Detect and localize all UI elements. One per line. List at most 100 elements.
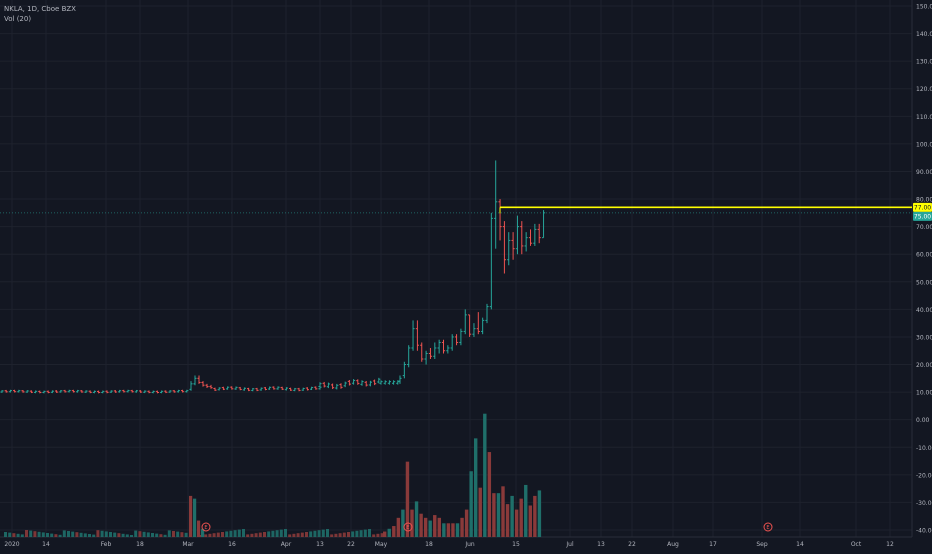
symbol-title[interactable]: NKLA, 1D, Cboe BZX — [4, 5, 76, 13]
volume-bar — [368, 529, 371, 537]
earnings-event-icon[interactable] — [763, 522, 773, 532]
volume-bar — [419, 513, 423, 537]
volume-bar — [254, 533, 258, 537]
price-axis-label: 50.00 — [916, 279, 932, 286]
earnings-event-label: E — [406, 525, 409, 531]
price-axis-label: 110.00 — [916, 114, 932, 121]
volume-bar — [338, 533, 342, 537]
price-axis-label: 40.00 — [916, 307, 932, 314]
time-axis-label: Oct — [851, 541, 862, 548]
volume-bar — [414, 501, 419, 537]
price-axis-label: 30.00 — [916, 334, 932, 341]
volume-bar — [496, 493, 501, 537]
volume-bar — [258, 532, 262, 537]
volume-bar — [347, 532, 350, 537]
volume-bar — [229, 530, 233, 537]
volume-bar — [464, 509, 469, 537]
volume-bar — [519, 498, 523, 537]
volume-bar — [104, 531, 108, 537]
price-axis-label: 20.00 — [916, 362, 932, 369]
volume-bar — [524, 484, 528, 537]
volume-bar — [225, 531, 229, 537]
time-axis-label: 14 — [796, 541, 804, 548]
price-axis-label: 90.00 — [916, 169, 932, 176]
earnings-event-icon[interactable] — [403, 522, 413, 532]
volume-bar — [67, 531, 70, 537]
time-axis-label: Apr — [281, 541, 292, 548]
volume-bar — [12, 533, 16, 537]
time-axis-label: Sep — [756, 541, 768, 548]
price-axis-label: -40.00 — [916, 528, 932, 535]
volume-bar — [446, 523, 451, 537]
time-axis-label: Feb — [101, 541, 112, 548]
time-axis-label: 15 — [512, 541, 520, 548]
volume-bar — [50, 533, 54, 537]
earnings-event-icon[interactable] — [201, 522, 211, 532]
volume-bar — [204, 534, 208, 537]
volume-bar — [159, 534, 163, 537]
volume-bar — [514, 509, 519, 537]
volume-bar — [505, 504, 510, 537]
volume-bar — [423, 517, 428, 537]
volume-bar — [533, 495, 537, 537]
volume-bar — [88, 534, 91, 537]
price-axis-label: 100.00 — [916, 141, 932, 148]
last-price-badge-text: 75.00 — [914, 214, 931, 221]
volume-bar — [363, 529, 367, 537]
volume-bar — [305, 532, 308, 537]
volume-bar — [401, 509, 405, 537]
volume-bar — [474, 438, 478, 537]
volume-bar — [33, 531, 37, 537]
volume-bar — [146, 532, 150, 537]
time-axis-label: 18 — [425, 541, 433, 548]
volume-bar — [334, 533, 338, 537]
volume-bar — [184, 532, 188, 537]
volume-bar — [428, 520, 432, 537]
volume-bar — [117, 533, 121, 537]
volume-bar — [62, 530, 66, 537]
price-axis-label: 0.00 — [916, 417, 930, 424]
volume-bar — [216, 532, 220, 537]
volume-bar — [83, 533, 87, 537]
volume-bar — [16, 533, 20, 537]
time-axis-label: 16 — [228, 541, 236, 548]
volume-bar — [96, 530, 100, 537]
volume-bar — [326, 529, 329, 537]
volume-bar — [501, 486, 505, 537]
volume-bar — [405, 461, 410, 537]
volume-bar — [151, 533, 154, 537]
volume-bar — [410, 509, 414, 537]
volume-bar — [201, 528, 205, 537]
volume-bar — [396, 517, 401, 537]
volume-bar — [193, 498, 197, 537]
price-axis-label: 150.00 — [916, 4, 932, 11]
time-axis-label: 18 — [136, 541, 144, 548]
volume-bar — [284, 529, 287, 537]
volume-bar — [163, 534, 167, 537]
volume-bar — [208, 533, 212, 537]
volume-indicator-label[interactable]: Vol (20) — [4, 15, 32, 23]
volume-bar — [121, 533, 125, 537]
last-price-badge — [913, 211, 932, 221]
level-price-badge — [913, 202, 932, 212]
volume-bar — [537, 490, 542, 537]
level-price-badge-text: 77.00 — [914, 205, 931, 212]
volume-bar — [383, 531, 387, 537]
chart-legend: NKLA, 1D, Cboe BZX Vol (20) — [4, 4, 76, 24]
volume-bar — [342, 532, 346, 537]
volume-bar — [279, 529, 283, 537]
volume-bar — [25, 530, 28, 537]
time-axis-label: Mar — [182, 541, 194, 548]
volume-bar — [478, 487, 482, 537]
volume-bar — [359, 530, 363, 537]
volume-bar — [20, 534, 24, 537]
time-axis-label: Jul — [565, 541, 574, 548]
volume-bar — [380, 533, 384, 537]
volume-bar — [330, 534, 334, 537]
volume-bar — [451, 523, 455, 537]
volume-bar — [71, 531, 75, 537]
volume-bar — [29, 530, 33, 537]
